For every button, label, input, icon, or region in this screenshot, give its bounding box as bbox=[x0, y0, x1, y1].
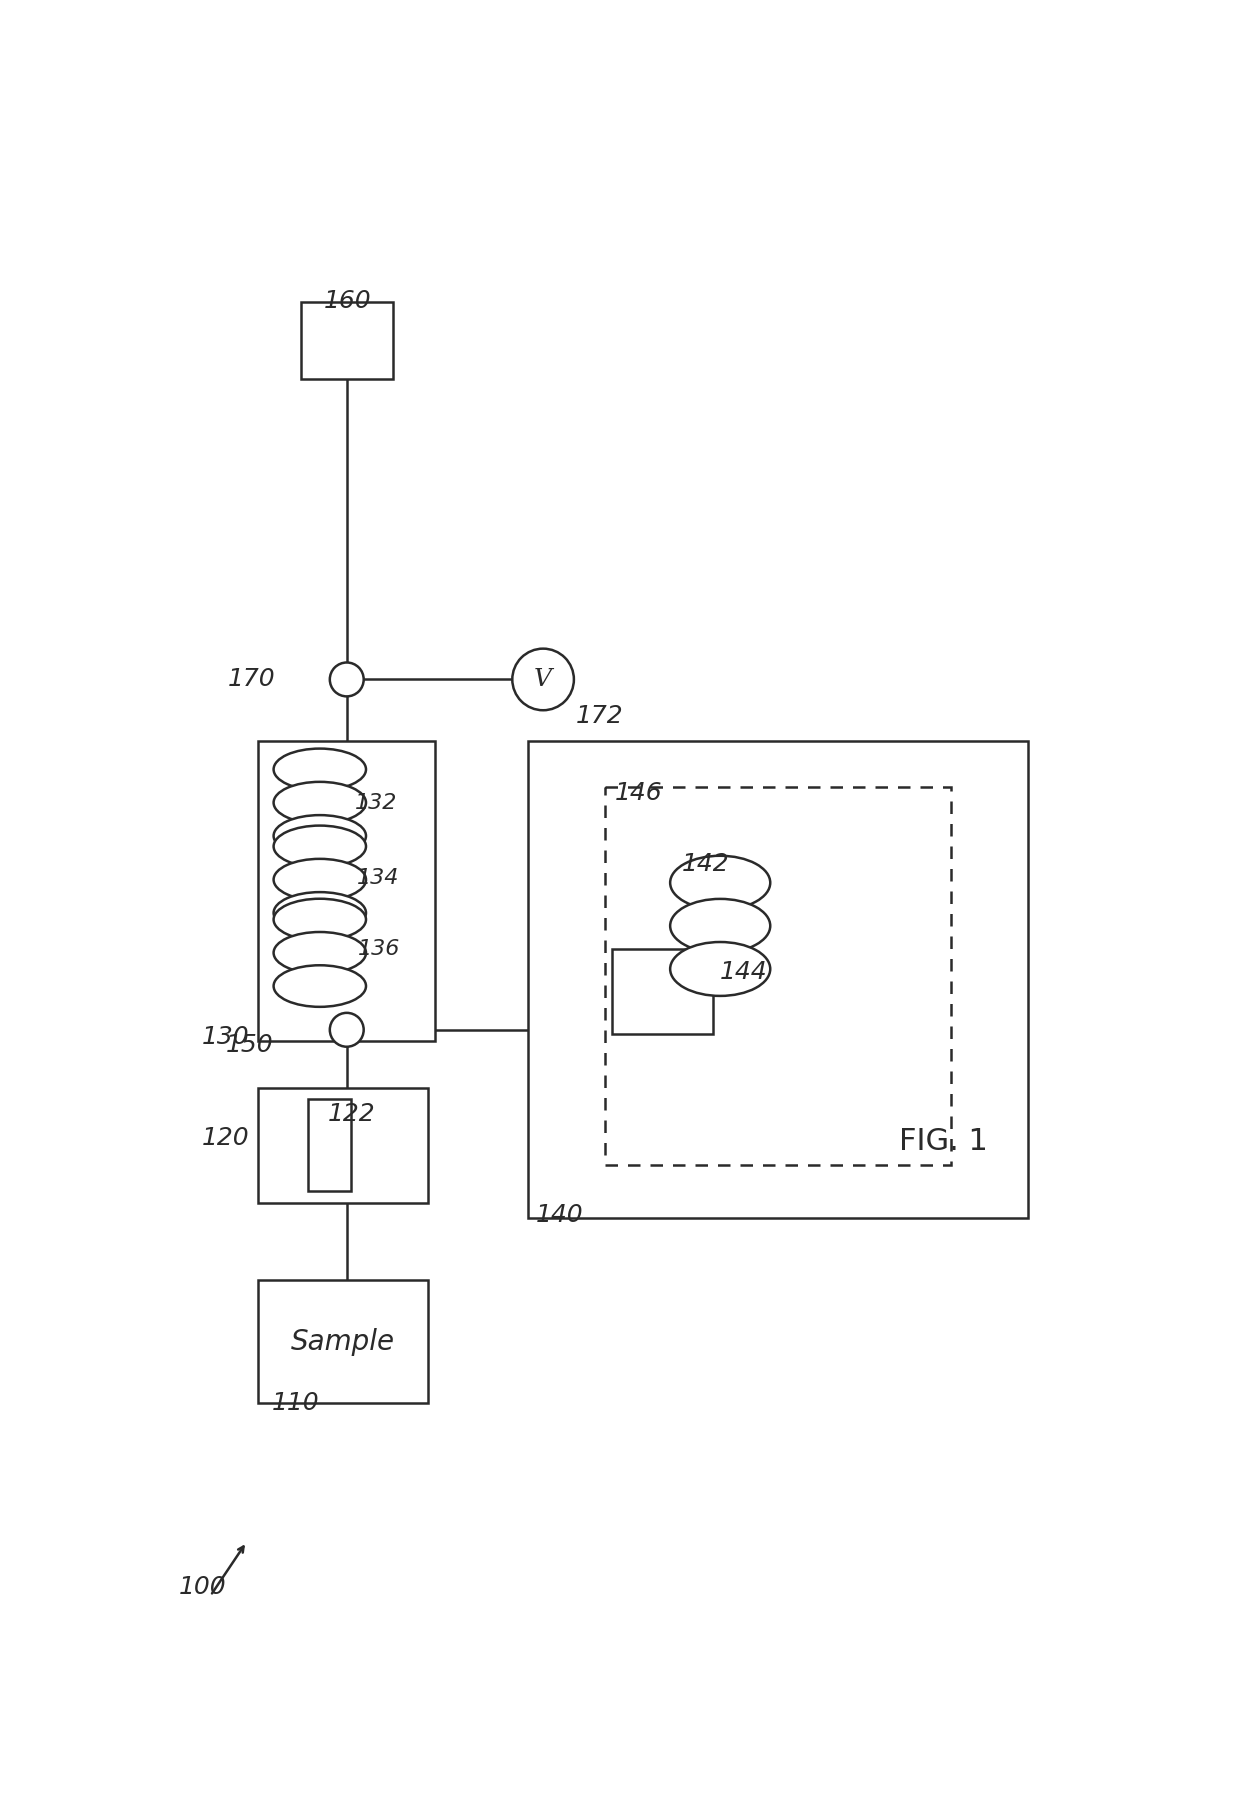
Ellipse shape bbox=[274, 892, 366, 933]
Text: 100: 100 bbox=[179, 1575, 227, 1598]
Ellipse shape bbox=[670, 942, 770, 997]
Text: 120: 120 bbox=[201, 1125, 249, 1149]
Bar bbox=[258, 1087, 428, 1203]
Text: 150: 150 bbox=[226, 1033, 274, 1056]
Ellipse shape bbox=[670, 899, 770, 953]
Ellipse shape bbox=[274, 826, 366, 868]
Bar bbox=[613, 949, 713, 1033]
Bar bbox=[300, 303, 393, 379]
Text: 110: 110 bbox=[272, 1392, 320, 1415]
Bar bbox=[309, 1100, 351, 1192]
Text: 140: 140 bbox=[536, 1203, 583, 1227]
Ellipse shape bbox=[274, 931, 366, 973]
Ellipse shape bbox=[670, 855, 770, 910]
Text: FIG. 1: FIG. 1 bbox=[899, 1127, 988, 1156]
Ellipse shape bbox=[274, 815, 366, 857]
Text: Sample: Sample bbox=[291, 1328, 396, 1355]
Bar bbox=[258, 1279, 428, 1402]
Text: 132: 132 bbox=[355, 792, 397, 812]
Text: 144: 144 bbox=[720, 960, 768, 984]
Text: 130: 130 bbox=[201, 1026, 249, 1049]
Circle shape bbox=[330, 1013, 363, 1047]
Text: V: V bbox=[534, 669, 552, 690]
Text: 160: 160 bbox=[324, 288, 371, 313]
Circle shape bbox=[512, 649, 574, 710]
Text: 146: 146 bbox=[615, 781, 662, 805]
Bar bbox=[258, 741, 435, 1042]
Ellipse shape bbox=[274, 748, 366, 790]
Text: 172: 172 bbox=[575, 705, 622, 728]
Ellipse shape bbox=[274, 899, 366, 940]
Text: 122: 122 bbox=[327, 1102, 376, 1127]
Bar bbox=[528, 741, 1028, 1218]
Bar bbox=[605, 786, 951, 1165]
Circle shape bbox=[330, 663, 363, 696]
Text: 136: 136 bbox=[358, 939, 401, 959]
Ellipse shape bbox=[274, 966, 366, 1007]
Ellipse shape bbox=[274, 859, 366, 901]
Text: 142: 142 bbox=[682, 852, 729, 877]
Ellipse shape bbox=[274, 781, 366, 823]
Text: 170: 170 bbox=[227, 667, 275, 692]
Text: 134: 134 bbox=[357, 868, 399, 888]
